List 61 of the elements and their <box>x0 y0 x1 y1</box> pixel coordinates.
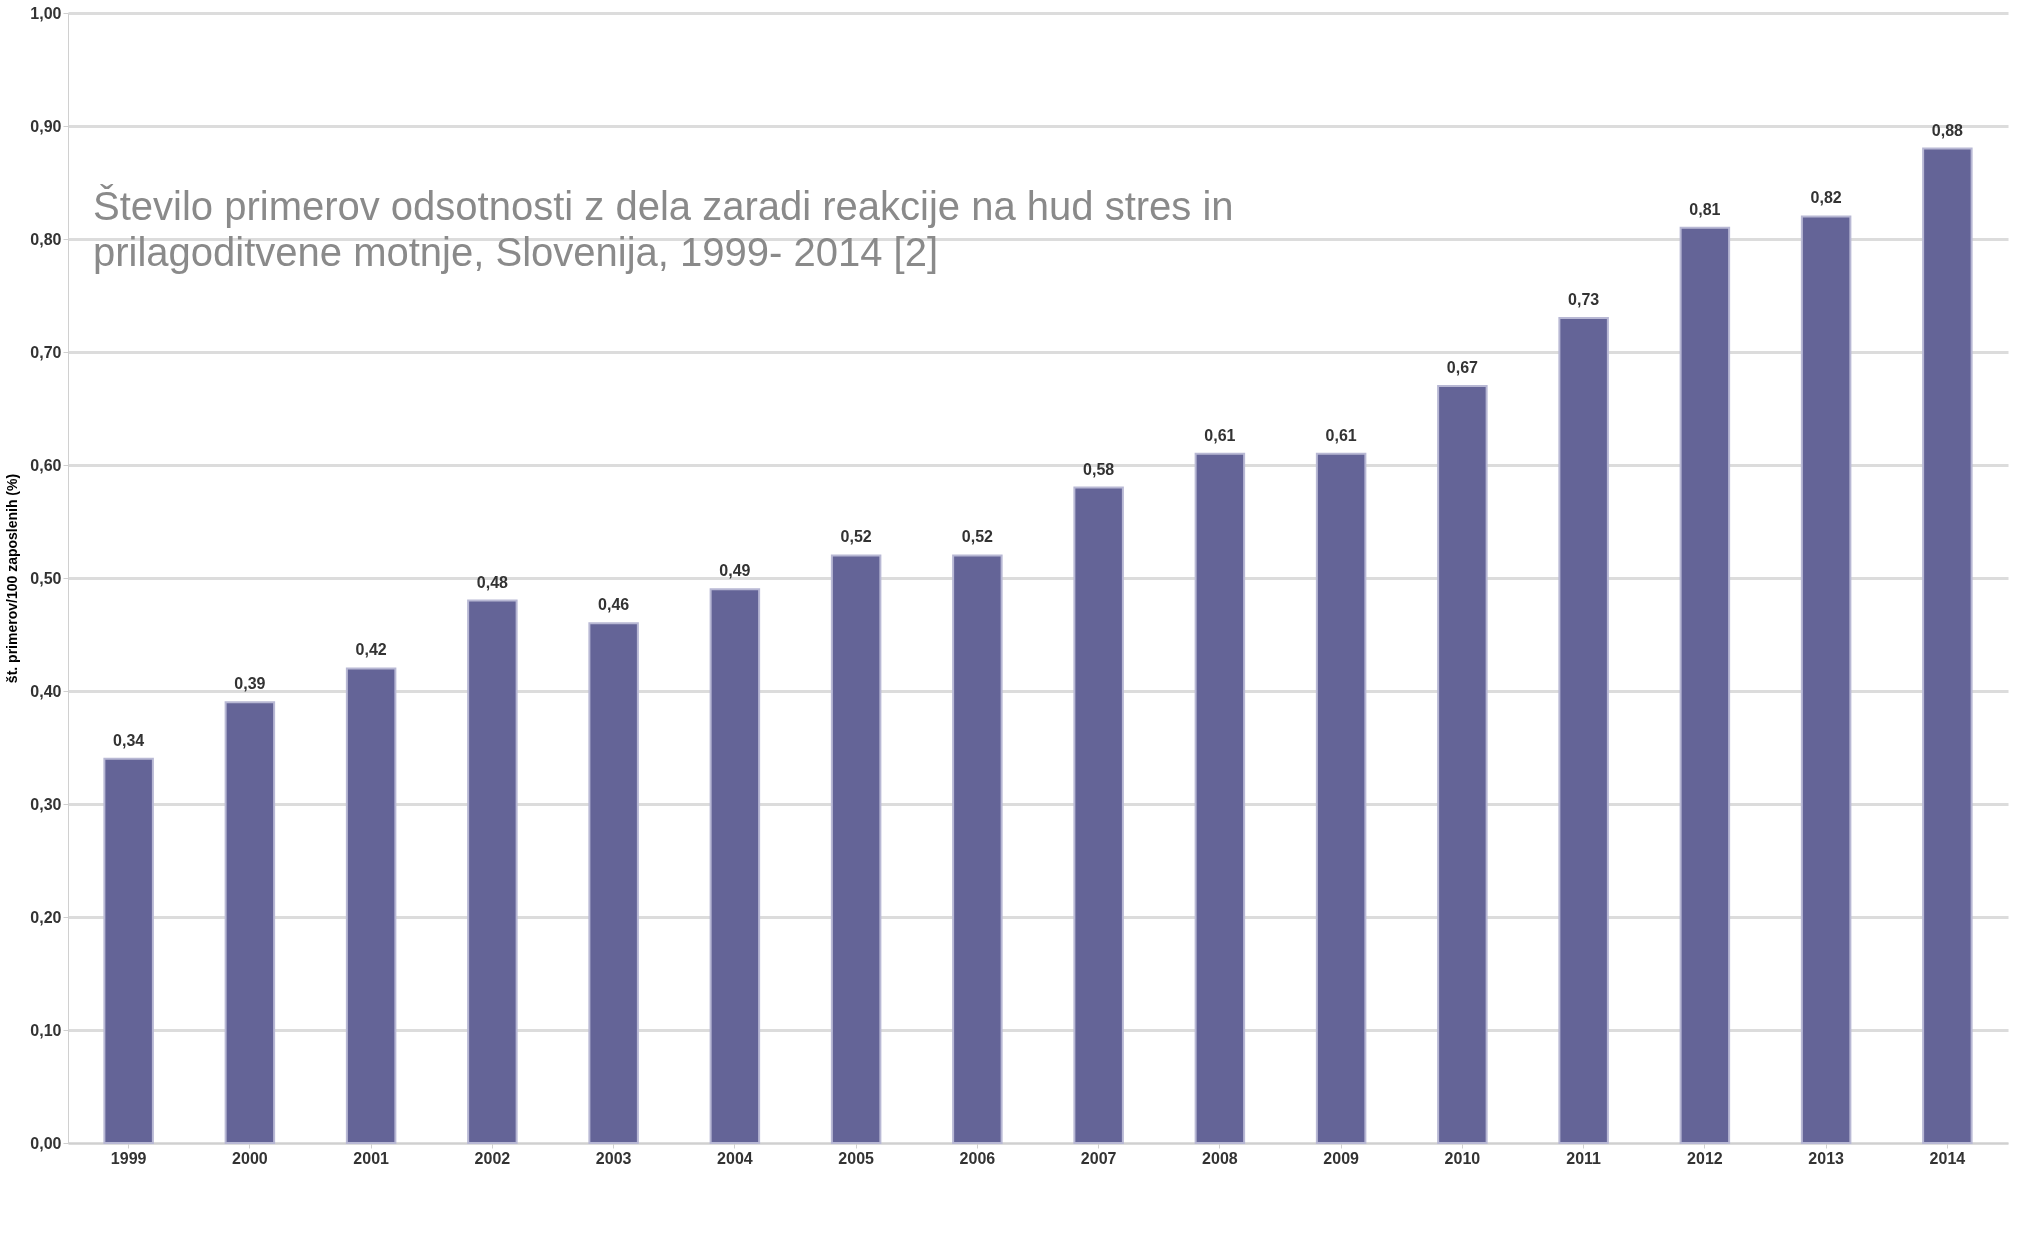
x-tick-label: 2013 <box>1808 1149 1845 1167</box>
x-tick-label: 2007 <box>1080 1149 1117 1167</box>
y-tick-label: 0,30 <box>30 795 62 813</box>
bar <box>1315 452 1367 1144</box>
data-label: 0,52 <box>840 528 872 546</box>
x-tick-label: 2014 <box>1929 1149 1966 1167</box>
data-label: 0,58 <box>1083 460 1115 478</box>
text: Število primerov odsotnosti z dela zaradi reakcije na hud stres in prilagoditvene motnje, Slovenija, 1999- 2014 [2] <box>93 184 1234 274</box>
y-tick-label: 0,40 <box>30 682 62 700</box>
bar <box>467 599 518 1144</box>
y-tick-label: 0,00 <box>30 1134 62 1152</box>
data-label: 0,61 <box>1325 426 1357 444</box>
y-tick-label: 0,20 <box>30 908 62 926</box>
bar <box>830 554 882 1144</box>
x-tick-label: 2000 <box>232 1149 268 1167</box>
bar <box>1073 486 1124 1144</box>
data-label: 0,49 <box>719 562 751 580</box>
bar <box>1437 384 1488 1144</box>
y-tick-label: 0,80 <box>30 230 62 248</box>
y-tick-label: 0,60 <box>30 456 62 474</box>
data-label: 0,48 <box>476 573 509 591</box>
bar <box>103 757 154 1144</box>
x-tick-label: 2011 <box>1566 1149 1602 1167</box>
data-label: 0,39 <box>234 675 266 693</box>
bar <box>224 701 276 1144</box>
x-tick-label: 2012 <box>1687 1149 1723 1167</box>
bar <box>709 588 761 1144</box>
data-label: 0,73 <box>1568 291 1600 309</box>
data-label: 0,46 <box>598 596 630 614</box>
x-tick-label: 2002 <box>474 1149 511 1167</box>
y-tick-label: 1,00 <box>30 4 62 22</box>
x-tick-label: 2004 <box>717 1149 753 1167</box>
data-label: 0,52 <box>961 528 994 546</box>
x-tick-label: 2001 <box>353 1149 390 1167</box>
bar <box>1194 452 1246 1144</box>
data-label: 0,61 <box>1204 426 1236 444</box>
x-tick-label: 2010 <box>1444 1149 1481 1167</box>
data-label: 0,67 <box>1446 358 1479 376</box>
data-label: 0,42 <box>355 641 387 659</box>
y-tick-label: 0,50 <box>30 569 62 587</box>
x-tick-label: 2008 <box>1202 1149 1238 1167</box>
bar <box>952 554 1003 1144</box>
bar <box>1800 215 1852 1144</box>
bar <box>1558 317 1609 1144</box>
x-tick-label: 2009 <box>1323 1149 1360 1167</box>
x-tick-label: 2005 <box>838 1149 875 1167</box>
data-label: 0,34 <box>113 731 145 749</box>
bar <box>345 667 397 1144</box>
y-tick-label: 0,10 <box>30 1021 62 1039</box>
bar <box>588 622 639 1144</box>
y-tick-label: 0,90 <box>30 117 62 135</box>
y-axis-title: št. primerov/100 zaposlenih (%) <box>4 473 21 684</box>
y-tick-label: 0,70 <box>30 343 62 361</box>
bar <box>1679 226 1731 1144</box>
data-label: 0,82 <box>1810 189 1842 207</box>
x-tick-label: 2003 <box>595 1149 632 1167</box>
bar <box>1922 147 1973 1144</box>
x-tick-label: 2006 <box>959 1149 996 1167</box>
data-label: 0,81 <box>1689 200 1721 218</box>
x-tick-label: 1999 <box>110 1149 147 1167</box>
data-label: 0,88 <box>1931 121 1964 139</box>
